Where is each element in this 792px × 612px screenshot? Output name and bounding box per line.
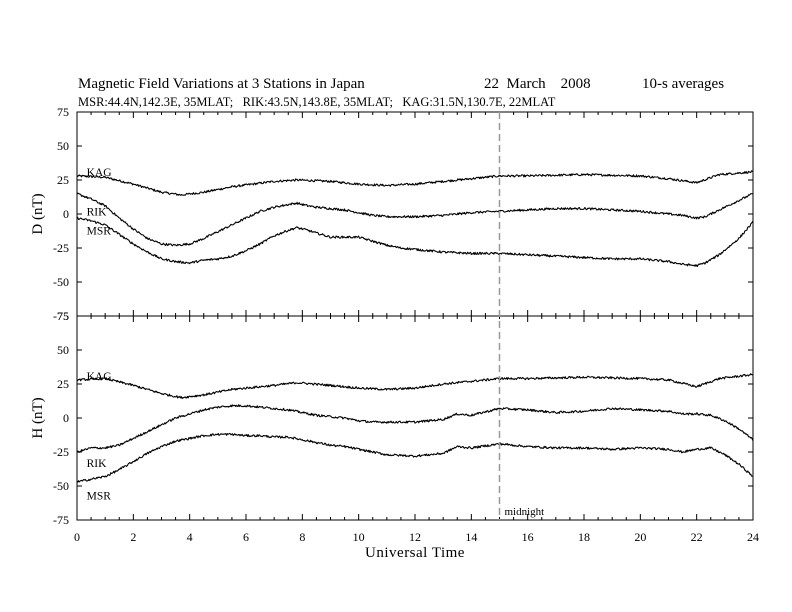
station-label-rik: RIK	[87, 458, 108, 470]
series-line-rik	[76, 404, 754, 453]
series-line-rik	[76, 192, 754, 247]
station-label-msr: MSR	[87, 491, 112, 503]
chart-average: 10-s averages	[642, 76, 724, 92]
station-label-kag: KAG	[87, 167, 112, 179]
x-tick-label: 14	[465, 530, 477, 544]
x-axis-label: Universal Time	[365, 545, 465, 561]
y-tick-label: 50	[57, 139, 69, 153]
station-labels-d: KAG RIK MSR	[87, 167, 112, 237]
chart-title: Magnetic Field Variations at 3 Stations …	[78, 76, 365, 92]
x-tick-label: 24	[747, 530, 759, 544]
series-layer-d	[76, 170, 754, 268]
y-ticks-h: 75 50 25 0 -25 -50 -75	[53, 309, 754, 527]
y-ticks-d: 75 50 25 0 -25 -50 -75	[53, 105, 754, 323]
y-tick-label: -75	[53, 309, 69, 323]
station-label-rik: RIK	[87, 206, 108, 218]
y-tick-label: 0	[63, 411, 69, 425]
panel-horizontal: H (nT) 75 50 25 0 -25 -50 -75 KAG RIK MSR	[30, 309, 754, 527]
y-tick-label: 75	[57, 309, 69, 323]
series-layer-h	[76, 373, 754, 483]
series-line-msr	[76, 432, 754, 483]
series-line-msr	[76, 216, 754, 268]
y-tick-label: -50	[53, 479, 69, 493]
x-tick-label: 12	[409, 530, 421, 544]
series-line-kag	[76, 170, 754, 196]
y-axis-label-d: D (nT)	[30, 193, 46, 234]
y-tick-label: -25	[53, 241, 69, 255]
y-tick-label: -75	[53, 513, 69, 527]
station-labels-h: KAG RIK MSR	[87, 371, 112, 503]
x-tick-label: 0	[74, 530, 80, 544]
x-tick-label: 18	[578, 530, 590, 544]
chart-subtitle: MSR:44.4N,142.3E, 35MLAT; RIK:43.5N,143.…	[78, 95, 556, 109]
series-line-kag	[76, 373, 754, 400]
station-label-kag: KAG	[87, 371, 112, 383]
y-tick-label: 25	[57, 377, 69, 391]
y-tick-label: 50	[57, 343, 69, 357]
chart-date: 22 March 2008	[484, 76, 591, 92]
y-tick-label: 25	[57, 173, 69, 187]
chart-title-row: Magnetic Field Variations at 3 Stations …	[78, 76, 724, 92]
panel-declination: D (nT) 75 50 25 0 -25 -50 -75 KAG RIK MSR	[30, 105, 754, 323]
x-tick-label: 10	[353, 530, 365, 544]
station-label-msr: MSR	[87, 225, 112, 237]
x-tick-label: 2	[130, 530, 136, 544]
y-axis-label-h: H (nT)	[30, 397, 46, 438]
x-ticks: 0 2 4 6 8 10 12 14 16 18 20 22 24	[74, 530, 759, 544]
x-tick-label: 20	[634, 530, 646, 544]
x-tick-label: 16	[522, 530, 534, 544]
y-tick-label: 75	[57, 105, 69, 119]
x-tick-label: 6	[243, 530, 249, 544]
y-tick-label: 0	[63, 207, 69, 221]
panel-frame	[76, 111, 754, 317]
x-tick-label: 22	[691, 530, 703, 544]
y-tick-label: -50	[53, 275, 69, 289]
x-tick-label: 8	[299, 530, 305, 544]
x-tick-label: 4	[187, 530, 193, 544]
y-tick-label: -25	[53, 445, 69, 459]
midnight-annotation: midnight	[505, 506, 545, 518]
